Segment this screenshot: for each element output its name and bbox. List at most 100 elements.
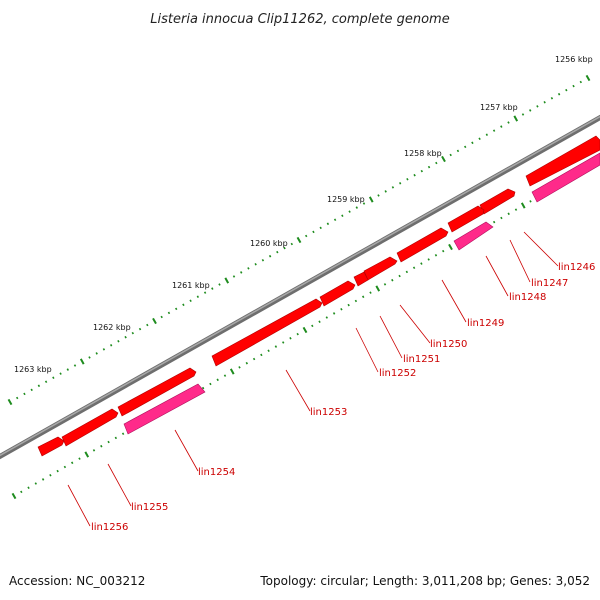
gene-arrow-lin1250[interactable]: [396, 227, 449, 263]
minor-tick: [211, 287, 214, 290]
map-title: Listeria innocua Clip11262, complete gen…: [150, 12, 449, 27]
gene-arrow-lin1256[interactable]: [61, 408, 119, 447]
minor-tick: [114, 436, 118, 440]
minor-tick: [267, 349, 270, 353]
minor-tick: [529, 200, 532, 203]
minor-tick: [332, 312, 336, 315]
minor-tick: [319, 226, 322, 230]
major-tick: [224, 277, 230, 284]
minor-tick: [218, 283, 221, 286]
gene-arrow-lin1253-part[interactable]: [319, 280, 356, 307]
minor-tick: [340, 307, 343, 311]
major-tick: [229, 368, 235, 375]
gene-label[interactable]: lin1256: [91, 522, 128, 533]
gene-arrow-lin1255[interactable]: [117, 367, 197, 417]
gene-arrow-lin1248[interactable]: [453, 221, 494, 251]
minor-tick: [238, 366, 241, 369]
gene-labels: lin1246 lin1247 lin1248 lin1249 lin1250 …: [91, 262, 595, 533]
minor-tick: [500, 216, 503, 220]
minor-tick: [391, 186, 395, 189]
minor-tick: [131, 331, 134, 335]
minor-tick: [27, 486, 30, 489]
minor-tick: [456, 149, 460, 153]
gene-label[interactable]: lin1253: [310, 407, 347, 418]
minor-tick: [318, 320, 321, 323]
major-tick: [84, 451, 90, 458]
minor-tick: [543, 101, 546, 104]
minor-tick: [44, 380, 48, 384]
minor-tick: [175, 307, 178, 311]
minor-tick: [377, 194, 380, 197]
minor-tick: [66, 368, 69, 371]
gene-arrow-lin1256-start[interactable]: [37, 436, 65, 457]
minor-tick: [514, 208, 518, 211]
scale-label: 1257 kbp: [480, 103, 518, 112]
leader-line: [441, 279, 467, 323]
gene-label[interactable]: lin1255: [131, 502, 168, 513]
gene-arrow-lin1246-rev[interactable]: [531, 152, 600, 203]
scale-label: 1260 kbp: [250, 239, 288, 248]
minor-tick: [362, 295, 365, 299]
gene-arrow-lin1249[interactable]: [447, 205, 485, 233]
minor-tick: [71, 461, 74, 465]
minor-tick: [37, 384, 41, 388]
gene-label[interactable]: lin1248: [509, 292, 546, 303]
minor-tick: [565, 88, 568, 92]
minor-tick: [529, 109, 532, 112]
minor-tick: [73, 364, 77, 367]
minor-tick: [435, 161, 438, 165]
minor-tick: [34, 482, 37, 485]
gene-arrow-lin1254[interactable]: [123, 383, 206, 435]
minor-tick: [59, 372, 62, 375]
minor-tick: [100, 444, 103, 448]
gene-arrow-lin1253[interactable]: [211, 298, 323, 367]
gene-arrow-lin1246[interactable]: [525, 135, 600, 187]
accession-text: Accession: NC_003212: [9, 574, 146, 588]
minor-tick: [109, 344, 113, 347]
gene-label[interactable]: lin1247: [531, 278, 568, 289]
minor-tick: [579, 80, 582, 84]
gene-label[interactable]: lin1246: [558, 262, 595, 273]
leader-line: [355, 327, 379, 373]
gene-label[interactable]: lin1254: [198, 467, 235, 478]
minor-tick: [223, 374, 227, 377]
scale-label: 1263 kbp: [14, 365, 52, 374]
minor-tick: [274, 345, 278, 348]
minor-tick: [521, 113, 525, 116]
minor-tick: [427, 165, 431, 169]
gene-arrow-lin1247[interactable]: [479, 188, 516, 215]
minor-tick: [107, 440, 110, 444]
minor-tick: [167, 311, 171, 315]
minor-tick: [92, 449, 96, 452]
gene-label[interactable]: lin1249: [467, 318, 504, 329]
minor-tick: [283, 246, 286, 250]
minor-tick: [492, 220, 496, 224]
major-tick: [79, 358, 85, 365]
minor-tick: [347, 303, 350, 307]
minor-tick: [30, 388, 33, 392]
major-tick: [513, 115, 519, 122]
minor-tick: [572, 84, 575, 88]
gene-label[interactable]: lin1250: [430, 339, 467, 350]
minor-tick: [121, 432, 125, 436]
minor-tick: [384, 190, 387, 193]
minor-tick: [260, 353, 263, 357]
minor-tick: [282, 341, 285, 344]
minor-tick: [102, 348, 106, 351]
gene-arrow-lin1252[interactable]: [353, 271, 369, 287]
minor-tick: [471, 141, 474, 145]
minor-tick: [405, 270, 409, 274]
minor-tick: [95, 352, 98, 355]
gene-label[interactable]: lin1252: [379, 368, 416, 379]
minor-tick: [355, 206, 358, 209]
leader-line: [67, 484, 91, 527]
leader-line: [285, 369, 311, 412]
minor-tick: [232, 275, 236, 278]
minor-tick: [203, 291, 207, 294]
scale-label: 1258 kbp: [404, 149, 442, 158]
scale-label: 1262 kbp: [93, 323, 131, 332]
scale-label: 1259 kbp: [327, 195, 365, 204]
gene-label[interactable]: lin1251: [403, 354, 440, 365]
gene-arrow-lin1251[interactable]: [363, 256, 398, 281]
